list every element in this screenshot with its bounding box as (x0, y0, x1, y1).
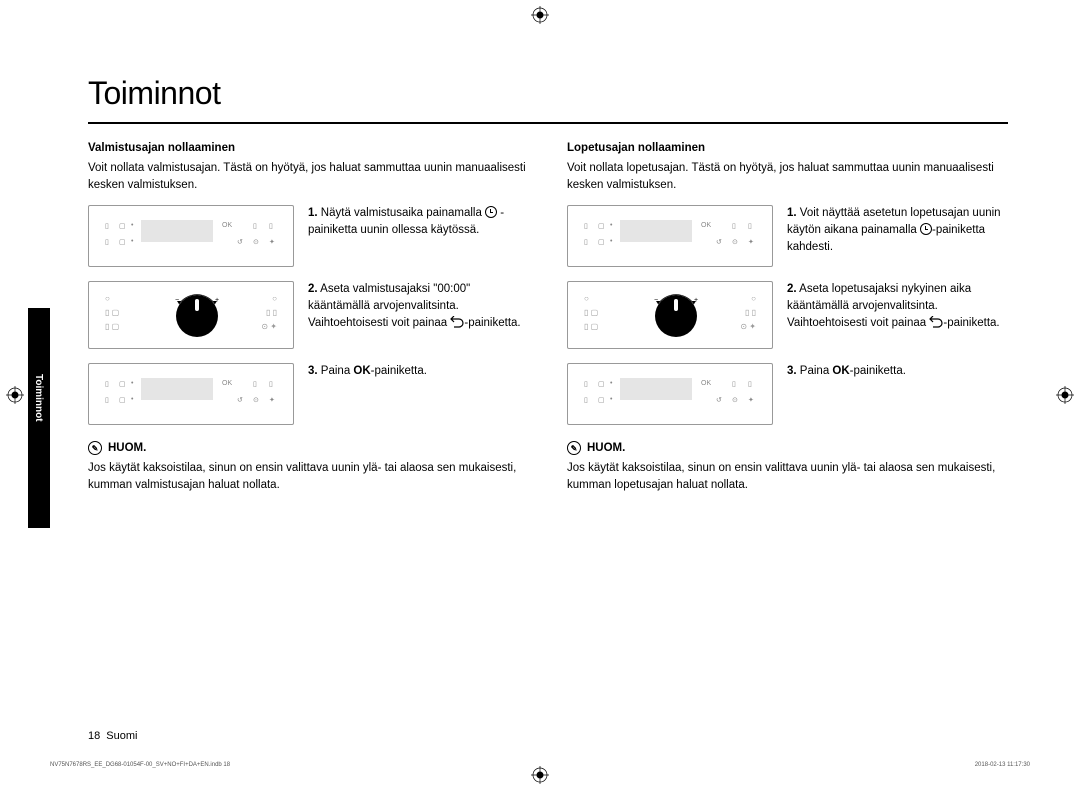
note-icon: ✎ (88, 441, 102, 455)
right-step2-text: 2. Aseta lopetusajaksi nykyinen aika kää… (787, 281, 1008, 331)
ok-bold: OK (353, 365, 370, 377)
step-number: 2. (308, 283, 318, 295)
left-step1-text: 1. Näytä valmistusaika painamalla -paini… (308, 205, 529, 238)
step-number: 3. (308, 365, 318, 377)
crop-mark-top (531, 6, 549, 24)
left-step-1: ▯▢• ▯▢• OK ▯▯ ↺⊙✦ 1. Näytä valmistusaika… (88, 205, 529, 267)
clock-icon (920, 223, 932, 235)
right-intro: Voit nollata lopetusajan. Tästä on hyöty… (567, 160, 1008, 193)
page-footer: 18 Suomi (88, 730, 137, 742)
back-icon (929, 316, 943, 328)
oven-display (141, 378, 213, 400)
page-title: Toiminnot (88, 75, 1008, 112)
crop-mark-left (6, 386, 24, 404)
text: Paina (800, 365, 833, 377)
note-label: HUOM. (108, 442, 146, 454)
left-note-head: ✎ HUOM. (88, 441, 529, 455)
page-lang: Suomi (106, 730, 137, 742)
ok-text: OK (701, 380, 711, 387)
dial-wrap: −+ (171, 290, 223, 342)
oven-display (141, 220, 213, 242)
ok-text: OK (701, 222, 711, 229)
step-number: 1. (787, 207, 797, 219)
left-step-2: ○▯ ▢▯ ▢ −+ ○▯ ▯⊙ ✦ 2. Aseta valmistusaja… (88, 281, 529, 349)
side-tab-label: Toiminnot (33, 374, 44, 422)
oven-display (620, 378, 692, 400)
ok-text: OK (222, 380, 232, 387)
right-step1-text: 1. Voit näyttää asetetun lopetusajan uun… (787, 205, 1008, 255)
text: Näytä valmistusaika painamalla (321, 207, 485, 219)
step-number: 3. (787, 365, 797, 377)
right-step3-text: 3. Paina OK-painiketta. (787, 363, 1008, 380)
svg-text:+: + (694, 297, 698, 304)
right-note-head: ✎ HUOM. (567, 441, 1008, 455)
oven-panel-display: ▯▢• ▯▢• OK ▯▯ ↺⊙✦ (567, 363, 773, 425)
page-content: Toiminnot Valmistusajan nollaaminen Voit… (88, 75, 1008, 494)
text: -painiketta. (850, 365, 906, 377)
crop-mark-bottom (531, 766, 549, 784)
right-note-body: Jos käytät kaksoistilaa, sinun on ensin … (567, 460, 1008, 493)
step-number: 2. (787, 283, 797, 295)
left-step-3: ▯▢• ▯▢• OK ▯▯ ↺⊙✦ 3. Paina OK-painiketta… (88, 363, 529, 425)
left-step2-text: 2. Aseta valmistusajaksi "00:00" kääntäm… (308, 281, 529, 331)
oven-panel-display: ▯▢• ▯▢• OK ▯▯ ↺⊙✦ (567, 205, 773, 267)
left-step3-text: 3. Paina OK-painiketta. (308, 363, 529, 380)
dial-wrap: −+ (650, 290, 702, 342)
right-step-1: ▯▢• ▯▢• OK ▯▯ ↺⊙✦ 1. Voit näyttää asetet… (567, 205, 1008, 267)
page-number: 18 (88, 730, 100, 742)
right-step-3: ▯▢• ▯▢• OK ▯▯ ↺⊙✦ 3. Paina OK-painiketta… (567, 363, 1008, 425)
note-icon: ✎ (567, 441, 581, 455)
title-rule (88, 122, 1008, 124)
right-subhead: Lopetusajan nollaaminen (567, 142, 1008, 154)
print-footer-left: NV75N7678RS_EE_DG68-01054F-00_SV+NO+FI+D… (50, 762, 230, 768)
crop-mark-right (1056, 386, 1074, 404)
oven-panel-display: ▯▢• ▯▢• OK ▯▯ ↺⊙✦ (88, 363, 294, 425)
text: -painiketta. (464, 317, 520, 329)
oven-display (620, 220, 692, 242)
svg-text:+: + (215, 297, 219, 304)
note-label: HUOM. (587, 442, 625, 454)
svg-text:−: − (654, 297, 658, 304)
text: Aseta valmistusajaksi "00:00" kääntämäll… (308, 283, 470, 328)
left-note-body: Jos käytät kaksoistilaa, sinun on ensin … (88, 460, 529, 493)
right-step-2: ○▯ ▢▯ ▢ −+ ○▯ ▯⊙ ✦ 2. Aseta lopetusajaks… (567, 281, 1008, 349)
ok-text: OK (222, 222, 232, 229)
column-right: Lopetusajan nollaaminen Voit nollata lop… (567, 142, 1008, 494)
left-intro: Voit nollata valmistusajan. Tästä on hyö… (88, 160, 529, 193)
text: -painiketta. (943, 317, 999, 329)
left-subhead: Valmistusajan nollaaminen (88, 142, 529, 154)
column-left: Valmistusajan nollaaminen Voit nollata v… (88, 142, 529, 494)
clock-icon (485, 206, 497, 218)
svg-text:−: − (175, 297, 179, 304)
side-tab: Toiminnot (28, 308, 50, 528)
text: Paina (321, 365, 354, 377)
oven-panel-display: ▯▢• ▯▢• OK ▯▯ ↺⊙✦ (88, 205, 294, 267)
oven-panel-dial: ○▯ ▢▯ ▢ −+ ○▯ ▯⊙ ✦ (88, 281, 294, 349)
columns: Valmistusajan nollaaminen Voit nollata v… (88, 142, 1008, 494)
print-footer-right: 2018-02-13 11:17:30 (975, 762, 1030, 768)
back-icon (450, 316, 464, 328)
step-number: 1. (308, 207, 318, 219)
oven-panel-dial: ○▯ ▢▯ ▢ −+ ○▯ ▯⊙ ✦ (567, 281, 773, 349)
ok-bold: OK (832, 365, 849, 377)
text: -painiketta. (371, 365, 427, 377)
